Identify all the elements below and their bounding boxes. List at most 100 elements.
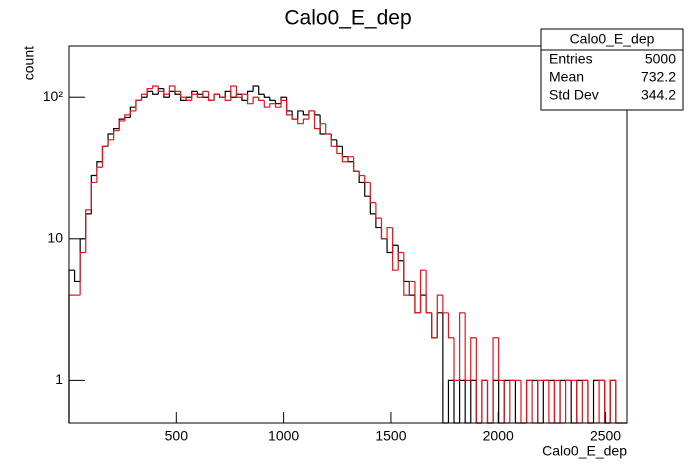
histogram-step [302,118,309,124]
histogram-step [146,88,153,95]
histogram-step [174,91,181,95]
histogram-step [157,86,164,92]
histogram-step [592,379,600,423]
histogram-step [459,312,466,381]
histogram-step [124,114,131,121]
y-axis-label: count [21,46,37,80]
histogram-step [101,145,109,168]
x-tick-label: 500 [165,428,189,444]
histogram-step [213,93,220,101]
histogram-step [431,312,438,339]
histogram-step [380,218,388,240]
histogram-step [330,133,337,147]
histogram-step [291,114,298,120]
histogram-step [375,202,382,219]
x-axis-label: Calo0_E_dep [542,443,627,459]
histogram-step [258,97,265,101]
stats-value: 732.2 [641,69,676,85]
histogram-step [341,153,348,163]
x-tick-label: 2500 [590,428,621,444]
histogram-step [269,103,276,108]
histogram-step [90,181,97,210]
histogram-step [392,227,399,271]
histogram-step [274,103,282,108]
y-tick-label: 1 [55,371,63,387]
stats-label: Std Dev [549,87,599,103]
histogram-step [140,93,148,101]
histogram-step [207,91,215,101]
histogram-step [135,99,142,111]
histogram-step [481,379,488,423]
histogram-step [358,171,365,177]
x-tick-label: 1500 [375,428,406,444]
histogram-step [442,295,449,314]
histogram-step [230,85,237,101]
histogram-step [325,123,332,135]
histogram-step [319,114,326,135]
histogram-step [447,379,455,423]
histogram-step [598,379,605,423]
histogram-step [286,100,293,116]
histogram-step [73,270,81,283]
histogram-step [364,175,371,184]
histogram-step [85,209,92,253]
histogram-step [553,379,561,423]
histogram-step [408,280,415,296]
histogram-step [565,379,572,423]
histogram-step [224,97,231,101]
histogram-step [280,99,287,108]
histogram-step [525,379,533,423]
histogram-step [152,91,159,95]
histogram-step [414,281,421,314]
stats-label: Entries [549,51,593,67]
histogram-step [168,85,176,95]
histogram-step [196,94,203,98]
histogram-step [224,90,231,98]
histogram-step [581,379,588,423]
histogram-step [163,91,170,95]
histogram-step [219,94,226,98]
histogram-step [174,86,181,92]
stats-frame [540,28,684,111]
histogram-step [419,269,427,313]
histogram-step [436,294,443,338]
stats-value: 344.2 [641,87,676,103]
histogram-step [336,146,343,155]
histogram-step [403,252,410,296]
histogram-step [397,251,404,271]
x-tick-label: 2000 [483,428,514,444]
histogram-step [319,123,326,129]
histogram-step [180,91,187,98]
histogram-step [129,110,136,115]
histogram-step [258,86,265,95]
histogram-step [118,120,125,131]
histogram-step [302,110,309,116]
histogram-step [252,96,259,104]
chart-title: Calo0_E_dep [284,7,411,30]
histogram-step [297,119,304,125]
histogram-step [246,94,254,105]
histogram-step [498,337,505,381]
histogram-step [509,379,516,423]
histogram-step [313,110,321,130]
y-tick-label: 10² [43,88,64,104]
histogram-step [152,85,159,89]
histogram-step [185,97,192,101]
histogram-step [364,182,371,197]
histogram-step [263,100,270,108]
histogram-step [96,166,103,183]
stats-value: 5000 [645,51,676,67]
histogram-step [609,379,616,423]
histogram-step [241,93,248,98]
histogram-step [453,337,460,381]
y-tick-label: 10 [47,230,63,246]
histogram-step [79,251,86,296]
histogram-step [470,337,477,381]
histogram-step [369,182,376,204]
histogram-step [352,156,360,172]
histogram-step [386,226,393,239]
histogram-step [492,337,499,423]
stats-box: Calo0_E_dep Entries 5000 Mean 732.2 Std … [540,28,684,111]
histogram-step [537,379,544,423]
